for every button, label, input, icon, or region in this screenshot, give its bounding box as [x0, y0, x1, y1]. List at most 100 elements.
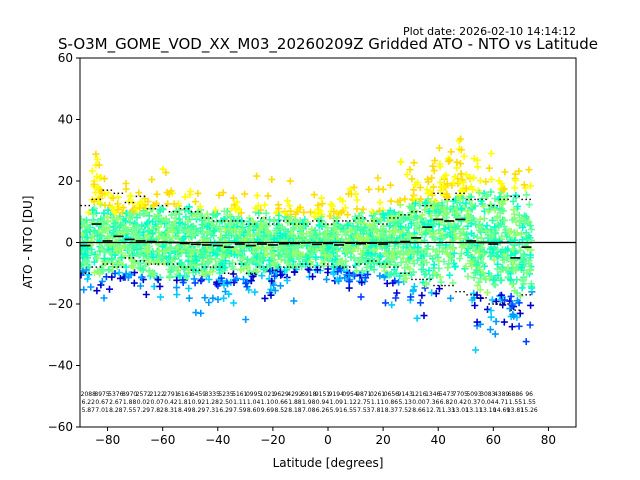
- scatter-point: [247, 257, 255, 265]
- scatter-point: [276, 232, 284, 240]
- scatter-point: [131, 259, 139, 267]
- scatter-point: [145, 258, 153, 266]
- scatter-point: [315, 222, 323, 230]
- scatter-point: [121, 224, 129, 232]
- scatter-point: [191, 252, 199, 260]
- scatter-point: [446, 271, 454, 279]
- scatter-point: [470, 174, 478, 182]
- scatter-point: [287, 230, 295, 238]
- scatter-point: [518, 264, 526, 271]
- scatter-point: [454, 222, 462, 230]
- scatter-point: [431, 157, 439, 165]
- scatter-point: [84, 224, 92, 232]
- scatter-point: [205, 276, 213, 283]
- scatter-point: [111, 270, 119, 277]
- scatter-point: [357, 293, 365, 301]
- scatter-point: [265, 257, 273, 264]
- scatter-point: [209, 249, 217, 257]
- scatter-point: [206, 257, 213, 265]
- scatter-point: [100, 209, 108, 217]
- x-axis: −80 −60 −40 −20 0 20 40 60 80: [95, 427, 556, 447]
- scatter-point: [521, 217, 529, 225]
- bin-stat-std: 5.91: [330, 407, 344, 414]
- scatter-point: [358, 278, 366, 286]
- scatter-point: [321, 252, 329, 260]
- scatter-point: [239, 220, 247, 228]
- bin-stat-n: 0656: [384, 391, 399, 398]
- scatter-point: [464, 251, 472, 259]
- scatter-point: [406, 166, 414, 174]
- scatter-point: [275, 252, 283, 260]
- scatter-point: [92, 150, 100, 158]
- scatter-point: [475, 223, 483, 231]
- scatter-point: [166, 243, 174, 251]
- scatter-point: [511, 287, 519, 295]
- scatter-point: [476, 177, 484, 185]
- scatter-point: [428, 174, 436, 182]
- scatter-point: [247, 224, 255, 232]
- scatter-point: [251, 288, 259, 296]
- scatter-point: [436, 160, 444, 168]
- scatter-point: [98, 266, 106, 274]
- bin-stat-mean: 1.28: [206, 399, 220, 406]
- scatter-point: [278, 223, 286, 231]
- scatter-point: [336, 265, 344, 273]
- bin-stat-std: 7.29: [137, 407, 151, 414]
- scatter-point: [132, 231, 140, 239]
- scatter-point: [242, 316, 250, 323]
- scatter-point: [133, 214, 141, 222]
- bin-stat-n: 5161: [232, 391, 247, 398]
- scatter-point: [457, 230, 465, 238]
- scatter-point: [450, 249, 458, 257]
- scatter-point: [285, 202, 293, 210]
- scatter-point: [376, 232, 383, 240]
- scatter-point: [496, 209, 504, 217]
- scatter-point: [213, 280, 221, 288]
- scatter-point: [525, 201, 533, 209]
- bin-stat-mean: 2.67: [109, 399, 123, 406]
- scatter-point: [508, 323, 516, 331]
- scatter-point: [342, 262, 350, 270]
- scatter-point: [174, 229, 182, 237]
- scatter-point: [318, 194, 326, 202]
- bin-stat-n: 2088: [81, 391, 96, 398]
- scatter-point: [110, 207, 118, 215]
- scatter-point: [517, 230, 525, 238]
- scatter-point: [178, 248, 186, 255]
- scatter-point: [410, 283, 418, 290]
- scatter-point: [156, 282, 164, 290]
- scatter-point: [491, 330, 499, 338]
- scatter-point: [387, 181, 394, 189]
- scatter-point: [289, 224, 297, 231]
- scatter-point: [171, 210, 179, 218]
- scatter-point: [330, 207, 338, 215]
- scatter-point: [307, 208, 314, 216]
- scatter-point: [462, 199, 470, 207]
- scatter-point: [432, 290, 440, 298]
- scatter-point: [232, 276, 239, 284]
- y-axis-label: ATO - NTO [DU]: [21, 196, 35, 289]
- scatter-point: [374, 174, 382, 182]
- scatter-point: [490, 256, 498, 264]
- scatter-point: [304, 218, 312, 226]
- bin-stat-n: 9151: [315, 391, 330, 398]
- scatter-point: [386, 271, 394, 279]
- scatter-point: [240, 275, 247, 283]
- bin-stat-std: 15.26: [521, 407, 538, 414]
- scatter-point: [220, 281, 228, 289]
- scatter-point: [198, 230, 206, 237]
- scatter-point: [446, 252, 454, 260]
- scatter-point: [486, 234, 494, 242]
- scatter-point: [93, 287, 101, 295]
- scatter-point: [173, 291, 181, 299]
- scatter-point: [440, 206, 448, 214]
- scatter-point: [447, 148, 455, 156]
- scatter-point: [516, 246, 524, 254]
- scatter-point: [393, 262, 401, 270]
- bin-stat-std: 7.81: [371, 407, 385, 414]
- scatter-point: [212, 206, 220, 214]
- scatter-point: [457, 250, 465, 258]
- scatter-point: [104, 206, 112, 214]
- scatter-point: [418, 211, 426, 219]
